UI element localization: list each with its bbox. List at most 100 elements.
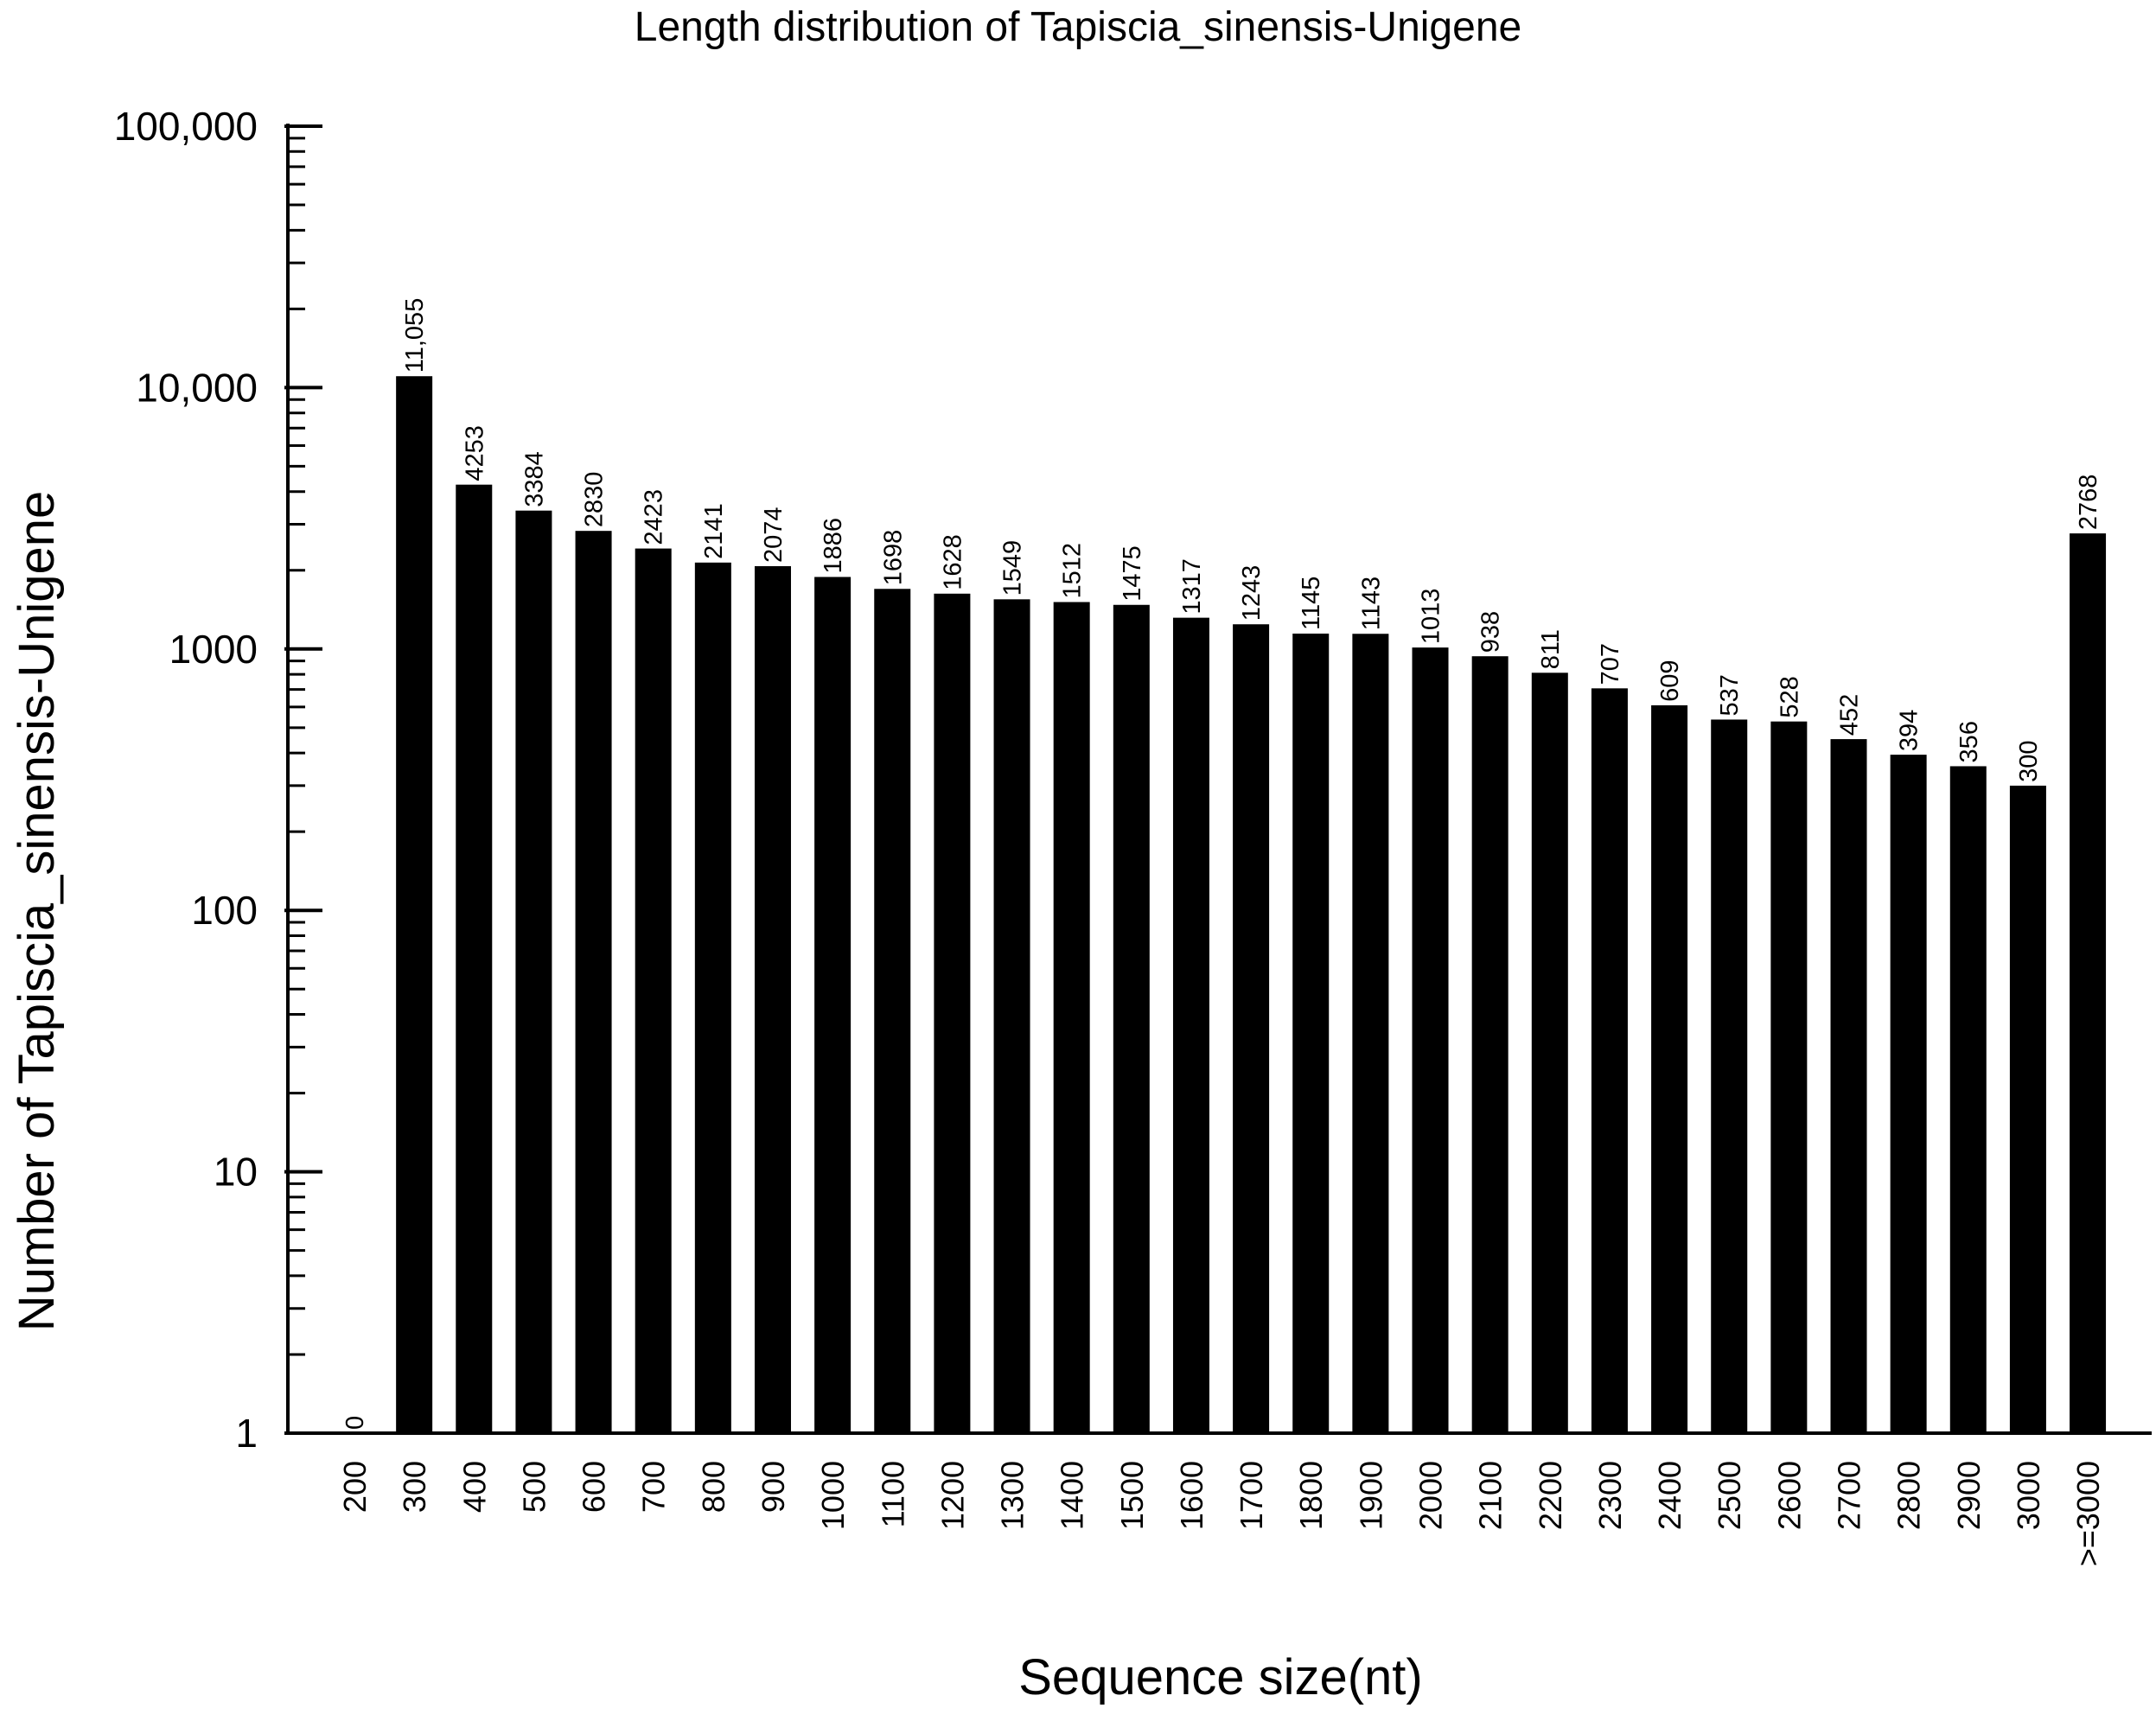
bar-400: [456, 484, 493, 1433]
bar-2700: [1830, 739, 1867, 1433]
x-tick-label: 300: [397, 1461, 432, 1513]
x-tick-label: 2100: [1473, 1461, 1509, 1530]
y-tick-label: 10,000: [136, 365, 258, 410]
x-axis-tick-labels: 200 300 400 500 600 700 800 900 1000 1100 1200 1300…: [337, 1461, 2106, 1566]
x-tick-label: 2900: [1951, 1461, 1987, 1530]
x-tick-label: 800: [696, 1461, 731, 1513]
x-tick-label: 1500: [1114, 1461, 1150, 1530]
bar-value-label: 2768: [2075, 475, 2102, 531]
y-tick-label: 10: [214, 1150, 258, 1195]
x-tick-label: 400: [456, 1461, 492, 1513]
bar-2400: [1651, 704, 1688, 1433]
chart-title: Length distribution of Tapiscia_sinensis…: [635, 4, 1521, 50]
bar-1400: [1053, 602, 1090, 1433]
x-tick-label: 1000: [815, 1461, 851, 1530]
y-axis-ticks: 1 10 100 1000 10,000 100,000: [114, 104, 322, 1456]
bar-1700: [1233, 624, 1270, 1433]
x-tick-label: 1300: [995, 1461, 1030, 1530]
bar-2500: [1711, 719, 1748, 1433]
x-tick-label: 2800: [1891, 1461, 1927, 1530]
bar-value-label: 609: [1656, 660, 1684, 702]
bar-2300: [1591, 688, 1628, 1433]
bar-value-label: 2074: [760, 507, 788, 563]
bar-value-labels: 0 11,055 4253 3384 2830 2423 2141 2074 1886 1698 1…: [341, 298, 2102, 1430]
bar-value-label: 2423: [641, 489, 668, 545]
x-tick-label: 900: [756, 1461, 791, 1513]
x-tick-label: 1800: [1293, 1461, 1329, 1530]
y-tick-label: 100,000: [114, 104, 258, 149]
bar->=3000: [2070, 533, 2107, 1433]
y-axis-title: Number of Tapiscia_sinensis-Unigene: [9, 491, 65, 1332]
bar-value-label: 2830: [581, 472, 609, 528]
bar-value-label: 1886: [820, 518, 847, 574]
bar-1800: [1292, 634, 1330, 1433]
x-axis-title: Sequence size(nt): [1018, 1649, 1422, 1705]
bar-1100: [874, 589, 911, 1433]
bar-value-label: 3384: [520, 451, 548, 507]
bar-value-label: 2141: [700, 503, 728, 559]
bar-1500: [1113, 604, 1150, 1433]
bar-2100: [1471, 656, 1509, 1433]
plot-area: 1 10 100 1000 10,000 100,000 0 11,055 4253 3384 2…: [114, 104, 2152, 1566]
bar-1900: [1352, 634, 1389, 1433]
bar-value-label: 811: [1537, 629, 1565, 669]
x-tick-label: 2000: [1413, 1461, 1449, 1530]
bar-900: [754, 565, 791, 1433]
y-tick-label: 100: [191, 888, 258, 933]
bar-600: [575, 531, 612, 1433]
bar-value-label: 938: [1477, 611, 1505, 653]
x-tick-label: 1100: [875, 1461, 910, 1527]
bar-value-label: 1013: [1418, 589, 1445, 645]
x-tick-label: 1600: [1174, 1461, 1209, 1530]
y-tick-label: 1: [235, 1411, 258, 1456]
x-tick-label: 500: [516, 1461, 552, 1513]
bar-2600: [1770, 721, 1808, 1433]
x-tick-label: >=3000: [2070, 1461, 2106, 1566]
bar-value-label: 528: [1776, 676, 1803, 717]
x-tick-label: 2200: [1533, 1461, 1568, 1530]
bar-2000: [1412, 647, 1449, 1433]
bar-value-label: 1698: [879, 530, 907, 586]
bar-value-label: 300: [2015, 741, 2043, 782]
bar-value-label: 394: [1896, 710, 1923, 751]
bar-3000: [2009, 785, 2046, 1433]
bar-value-label: 1145: [1298, 577, 1325, 630]
x-tick-label: 1400: [1055, 1461, 1090, 1530]
x-tick-label: 700: [636, 1461, 672, 1513]
bar-value-label: 1317: [1178, 558, 1206, 615]
x-tick-label: 2400: [1652, 1461, 1687, 1530]
x-tick-label: 200: [337, 1461, 373, 1513]
bar-1600: [1172, 617, 1209, 1433]
bar-1200: [934, 593, 971, 1433]
bar-800: [694, 562, 731, 1433]
x-tick-label: 1900: [1353, 1461, 1388, 1530]
bar-value-label: 452: [1836, 694, 1864, 736]
bar-value-label: 0: [341, 1416, 369, 1430]
bars: [396, 376, 2107, 1434]
bar-value-label: 1512: [1059, 543, 1087, 599]
bar-700: [635, 548, 672, 1433]
x-tick-label: 2700: [1832, 1461, 1867, 1530]
bar-1000: [814, 577, 852, 1433]
x-tick-label: 1700: [1234, 1461, 1269, 1530]
bar-value-label: 537: [1716, 674, 1744, 716]
bar-value-label: 11,055: [401, 298, 429, 373]
bar-value-label: 1628: [939, 534, 966, 590]
x-tick-label: 2600: [1771, 1461, 1807, 1530]
bar-2200: [1531, 672, 1568, 1433]
bar-value-label: 1475: [1119, 545, 1146, 602]
bar-300: [396, 376, 433, 1434]
bar-1300: [993, 599, 1030, 1433]
x-tick-label: 2300: [1592, 1461, 1628, 1530]
bar-value-label: 4253: [461, 425, 488, 481]
bar-value-label: 707: [1597, 643, 1624, 685]
bar-2800: [1890, 755, 1927, 1433]
y-tick-label: 1000: [169, 627, 258, 672]
x-tick-label: 2500: [1712, 1461, 1747, 1530]
bar-value-label: 1243: [1238, 565, 1266, 621]
bar-value-label: 1143: [1357, 577, 1385, 630]
bar-value-label: 356: [1955, 721, 1983, 762]
bar-2900: [1949, 766, 1987, 1433]
x-tick-label: 1200: [934, 1461, 970, 1530]
